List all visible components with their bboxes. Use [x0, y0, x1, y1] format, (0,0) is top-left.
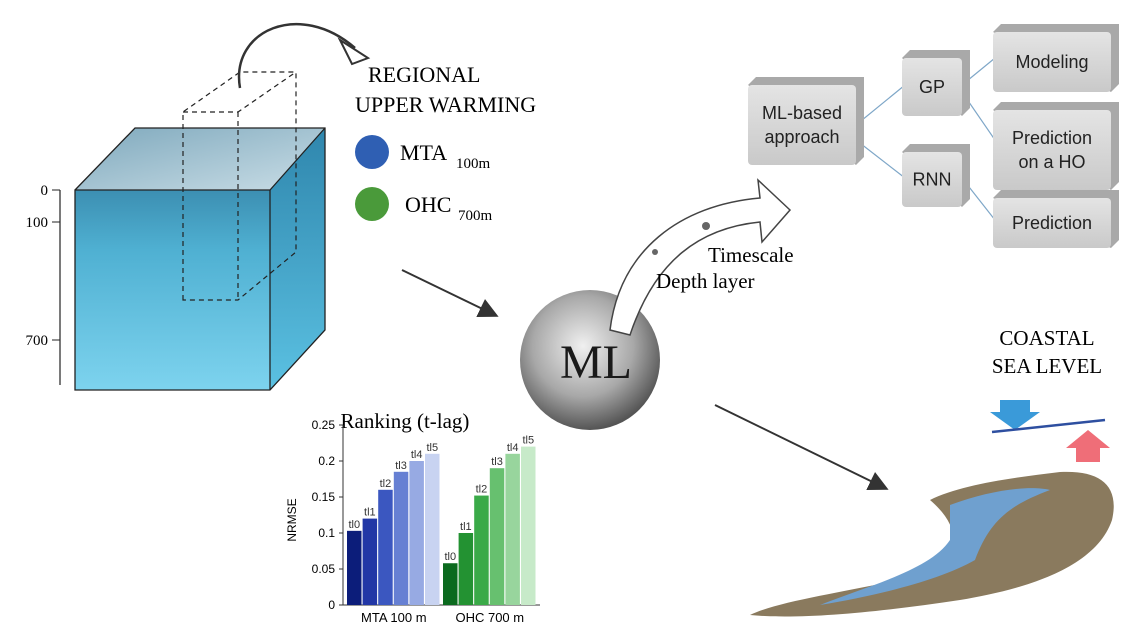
- root-box-label: approach: [764, 127, 839, 147]
- coastal-title: SEA LEVEL: [992, 354, 1102, 378]
- y-tick-label: 0.15: [312, 490, 336, 504]
- bar: [505, 454, 520, 605]
- bar: [347, 531, 362, 605]
- dot: [702, 222, 710, 230]
- x-tick-label: MTA 100 m: [361, 610, 427, 625]
- depth-label: 700: [26, 333, 49, 349]
- root-box: [748, 85, 856, 165]
- legend-title: REGIONAL: [368, 62, 480, 87]
- legend-subscript: 700m: [458, 208, 493, 224]
- bar-label: tl0: [348, 519, 360, 531]
- ocean-cube: [60, 24, 368, 390]
- bar: [490, 468, 505, 605]
- output-box-label: on a HO: [1018, 152, 1085, 172]
- dot: [652, 249, 658, 255]
- bar: [443, 563, 458, 605]
- bar: [394, 472, 409, 605]
- bar-label: tl2: [476, 484, 488, 496]
- bar-label: tl5: [426, 442, 438, 454]
- bar-label: tl1: [460, 521, 472, 533]
- y-axis-label: NRMSE: [285, 498, 299, 541]
- diagram: 0 100 700 REGIONAL UPPER WARMING MTA 100m OHC 70…: [0, 0, 1134, 630]
- legend-title: UPPER WARMING: [355, 92, 536, 117]
- bar-label: tl4: [507, 442, 519, 454]
- method-box-label: GP: [919, 77, 945, 97]
- arrow: [402, 270, 495, 315]
- bar-label: tl4: [411, 449, 423, 461]
- bar-label: tl1: [364, 507, 376, 519]
- bar: [378, 490, 393, 605]
- bar-label: tl3: [395, 460, 407, 472]
- bar: [459, 533, 474, 605]
- bar: [363, 519, 378, 605]
- output-box-label: Prediction: [1012, 128, 1092, 148]
- bar-label: tl2: [380, 478, 392, 490]
- y-tick-label: 0.2: [318, 454, 335, 468]
- legend-swatch: [355, 187, 389, 221]
- x-tick-label: OHC 700 m: [455, 610, 524, 625]
- output-box-label: Modeling: [1015, 52, 1088, 72]
- y-tick-label: 0.05: [312, 562, 336, 576]
- depth-label: 0: [41, 183, 49, 199]
- bar: [409, 461, 424, 605]
- coast: [750, 472, 1114, 617]
- y-tick-label: 0.1: [318, 526, 335, 540]
- ml-label: ML: [560, 336, 632, 389]
- legend-subscript: 100m: [456, 156, 491, 172]
- chart-title: Ranking (t-lag): [341, 409, 470, 433]
- bar-label: tl5: [522, 435, 534, 447]
- bar: [425, 454, 440, 605]
- arrow: [715, 405, 885, 488]
- bar-label: tl3: [491, 456, 503, 468]
- bar: [474, 496, 489, 605]
- output-box: [993, 110, 1111, 190]
- root-box-label: ML-based: [762, 103, 842, 123]
- y-tick-label: 0: [328, 598, 335, 612]
- legend-label: OHC: [405, 192, 451, 217]
- legend-label: MTA: [400, 140, 447, 165]
- y-tick-label: 0.25: [312, 418, 336, 432]
- coastal-title: COASTAL: [999, 326, 1094, 350]
- depth-label: 100: [26, 215, 49, 231]
- output-box-label: Prediction: [1012, 213, 1092, 233]
- bar-label: tl0: [444, 551, 456, 563]
- sea-level-sign: [990, 400, 1110, 462]
- arrow-label: Depth layer: [656, 269, 755, 293]
- method-box-label: RNN: [913, 170, 952, 190]
- arrow-label: Timescale: [708, 243, 794, 267]
- bar: [521, 447, 536, 605]
- legend-swatch: [355, 135, 389, 169]
